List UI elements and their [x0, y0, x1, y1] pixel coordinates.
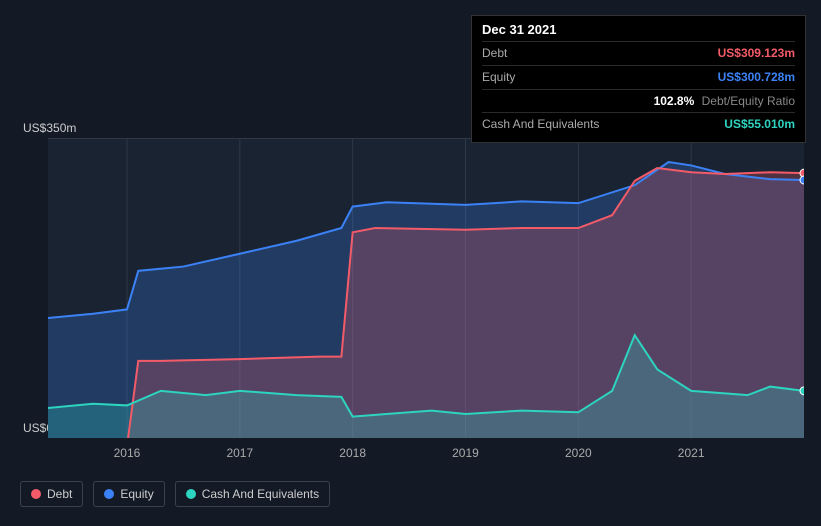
tooltip-ratio: 102.8% Debt/Equity Ratio	[654, 93, 795, 110]
x-axis-label: 2019	[452, 446, 479, 460]
tooltip-row: Equity US$300.728m	[482, 65, 795, 89]
plot-area[interactable]	[48, 138, 804, 438]
legend-label: Equity	[120, 487, 153, 501]
tooltip-value: US$55.010m	[724, 116, 795, 133]
tooltip-date: Dec 31 2021	[482, 22, 795, 37]
chart-container: Dec 31 2021 Debt US$309.123m Equity US$300.…	[0, 0, 821, 526]
legend-swatch	[104, 489, 114, 499]
legend-label: Debt	[47, 487, 72, 501]
legend-item-equity[interactable]: Equity	[93, 481, 164, 507]
legend-swatch	[186, 489, 196, 499]
x-axis-label: 2021	[678, 446, 705, 460]
x-axis-label: 2018	[339, 446, 366, 460]
legend-item-cash-and-equivalents[interactable]: Cash And Equivalents	[175, 481, 330, 507]
legend: Debt Equity Cash And Equivalents	[20, 481, 330, 507]
x-axis-label: 2016	[114, 446, 141, 460]
tooltip-row: Debt US$309.123m	[482, 41, 795, 65]
tooltip-value: US$309.123m	[718, 45, 795, 62]
tooltip-row: Cash And Equivalents US$55.010m	[482, 112, 795, 136]
end-marker-equity	[800, 176, 804, 184]
tooltip-label: Debt	[482, 45, 507, 62]
tooltip-ratio-label: Debt/Equity Ratio	[698, 94, 795, 108]
x-axis-labels: 2016 2017 2018 2019 2020 2021	[0, 446, 821, 466]
legend-label: Cash And Equivalents	[202, 487, 319, 501]
tooltip-value: US$300.728m	[718, 69, 795, 86]
end-marker-cash	[800, 387, 804, 395]
legend-item-debt[interactable]: Debt	[20, 481, 83, 507]
x-axis-label: 2020	[565, 446, 592, 460]
tooltip-label: Equity	[482, 69, 515, 86]
tooltip-rows: Debt US$309.123m Equity US$300.728m 102.8% D…	[482, 41, 795, 136]
tooltip-row: 102.8% Debt/Equity Ratio	[482, 89, 795, 113]
tooltip-label: Cash And Equivalents	[482, 116, 599, 133]
y-axis-max-label: US$350m	[23, 121, 76, 135]
chart-tooltip: Dec 31 2021 Debt US$309.123m Equity US$300.…	[471, 15, 806, 143]
legend-swatch	[31, 489, 41, 499]
tooltip-ratio-value: 102.8%	[654, 94, 695, 108]
chart-svg	[48, 138, 804, 438]
x-axis-label: 2017	[226, 446, 253, 460]
